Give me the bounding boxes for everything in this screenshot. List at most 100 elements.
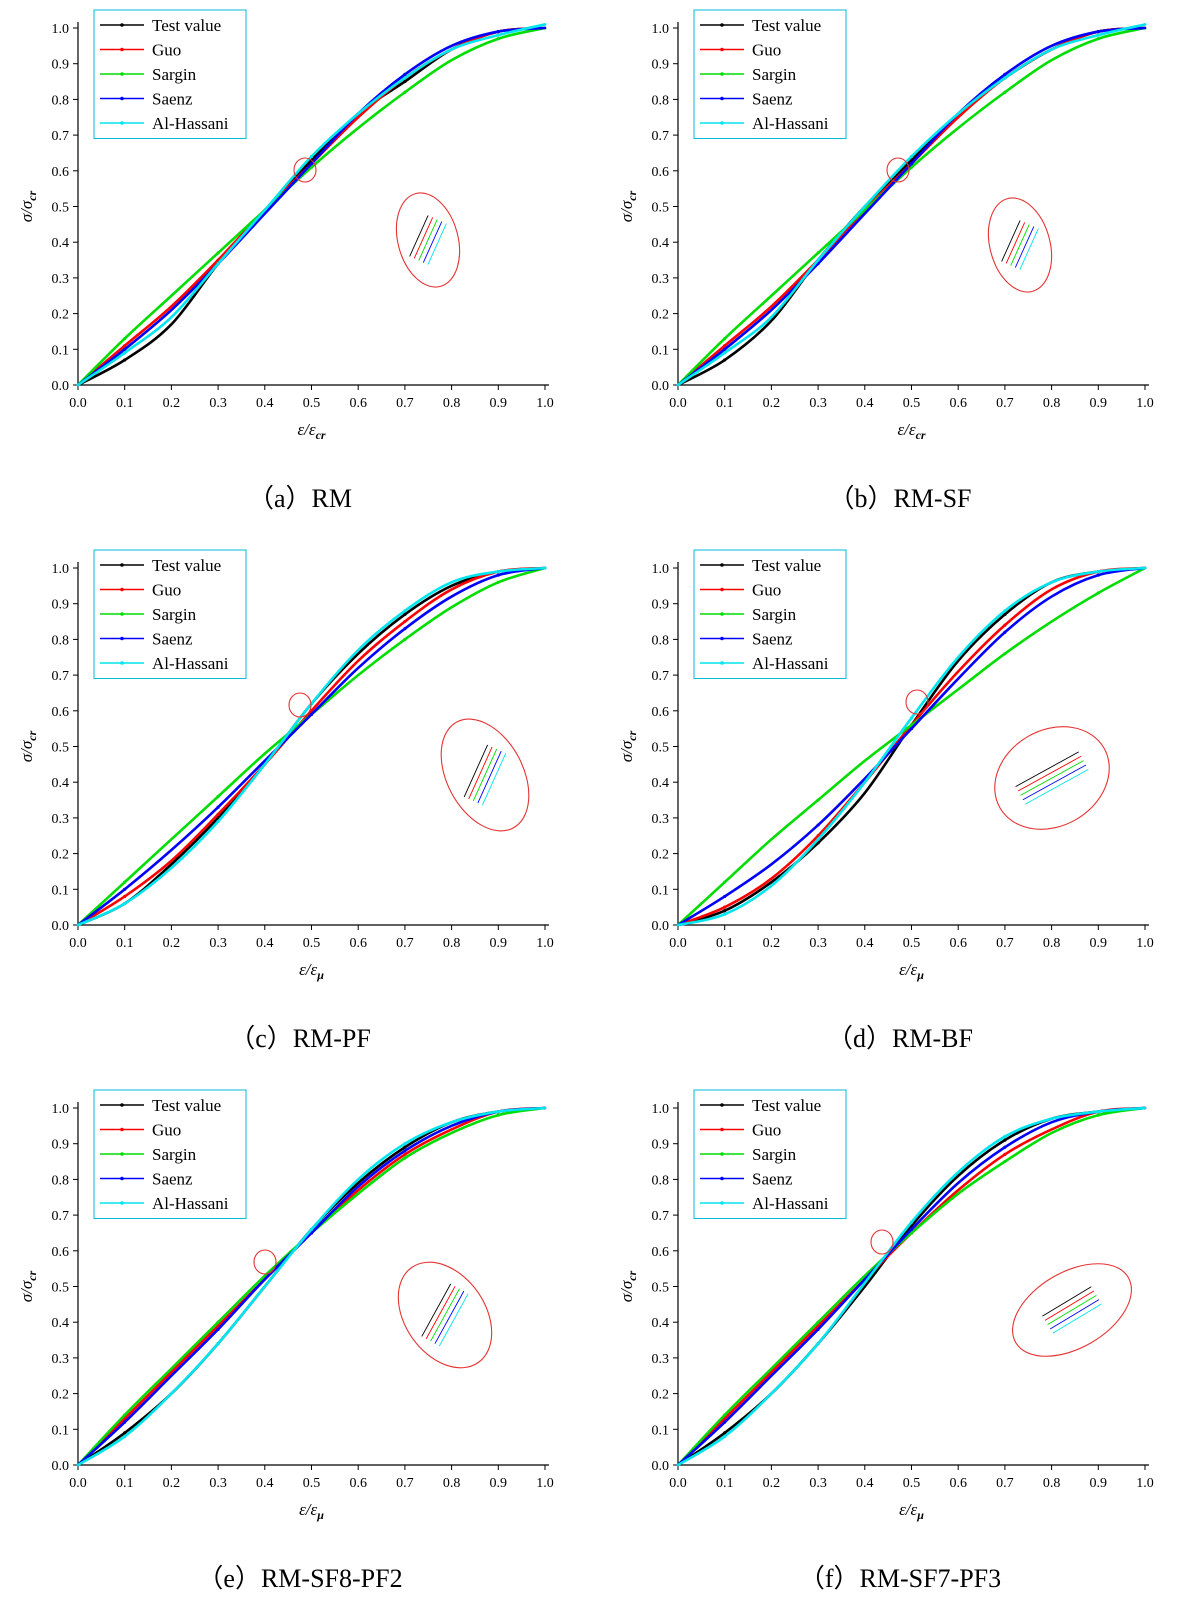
zoom-inset-line [421,1283,452,1337]
series-point [1003,72,1007,77]
series-point [1096,569,1100,574]
x-tick-label: 0.4 [856,936,874,951]
series-point [403,1152,407,1157]
y-tick-label: 0.3 [652,272,670,287]
legend-swatch-marker [120,1176,124,1181]
series-point [309,165,314,169]
y-tick-label: 0.1 [52,343,70,358]
series-point [909,716,914,720]
y-tick-label: 0.0 [652,919,670,934]
series-point [1096,1113,1100,1117]
zoom-inset-line [427,223,447,265]
legend-swatch-marker [720,47,724,52]
legend-swatch-marker [120,636,124,641]
series-point [816,251,820,255]
chart-panel-a: 0.0 0.1 0.2 0.3 0.4 0.5 0.6 0.7 0.8 0.9 1.0 0.0 0.1 0… [0,0,600,540]
y-tick-label: 0.2 [652,1388,670,1403]
x-tick-label: 0.1 [116,1476,134,1491]
y-tick-label: 1.0 [52,22,70,37]
x-tick-label: 0.0 [669,396,687,411]
series-point [1003,1138,1007,1142]
y-tick-label: 0.2 [52,308,70,323]
series-point [1003,90,1007,94]
legend: Test value Guo Sargin Saenz Al-Hassani [93,9,247,139]
x-tick-label: 0.4 [256,396,274,411]
zoom-marker-ellipse [905,689,929,715]
x-axis-label: ε/εcr [297,420,325,442]
legend-label: Guo [752,581,781,600]
legend-label: Sargin [752,605,797,624]
y-tick-label: 0.8 [652,93,670,108]
x-tick-label: 0.6 [349,1476,367,1491]
y-tick-label: 0.8 [52,633,70,648]
series-point [723,336,727,341]
y-tick-label: 0.3 [52,812,70,827]
zoom-inset-line [438,1293,469,1347]
zoom-inset-ellipse [440,718,530,832]
zoom-inset-ellipse [987,197,1053,293]
chart-panel-d: 0.0 0.1 0.2 0.3 0.4 0.5 0.6 0.7 0.8 0.9 1.0 0.0 0.1 0… [600,540,1200,1080]
y-tick-label: 0.6 [652,165,670,180]
legend-swatch-marker [120,612,124,616]
series-point [403,72,407,77]
y-tick-label: 0.6 [652,705,670,720]
y-tick-label: 0.9 [52,1138,70,1153]
x-tick-label: 0.0 [69,396,87,411]
x-tick-label: 0.8 [443,936,461,951]
series-line-saenz [76,1106,547,1467]
chart-panel-b: 0.0 0.1 0.2 0.3 0.4 0.5 0.6 0.7 0.8 0.9 1.0 0.0 0.1 0… [600,0,1200,540]
zoom-inset-line [413,217,434,259]
chart-caption: （e）RM-SF8-PF2 [197,1564,403,1593]
series-point [123,347,127,351]
legend-label: Sargin [152,605,197,624]
y-tick-label: 0.9 [52,58,70,73]
series-point [309,154,314,159]
series-group [76,1106,547,1467]
y-tick-label: 0.7 [652,669,670,684]
legend-label: Sargin [152,1145,197,1164]
zoom-inset-line [430,1288,460,1342]
zoom-marker-ellipse [870,1229,894,1255]
x-tick-label: 0.9 [490,936,508,951]
series-point [909,165,914,169]
zoom-inset-line [434,1290,465,1344]
series-point [723,1431,727,1435]
series-point [403,627,407,631]
series-point [123,887,127,891]
y-tick-label: 1.0 [652,562,670,577]
series-point [816,1327,820,1331]
series-point [816,823,820,827]
legend-swatch-marker [120,23,124,27]
series-point [723,1416,727,1421]
series-point [723,905,727,909]
series-point [1096,591,1100,595]
zoom-marker-ellipse [253,1249,277,1275]
x-axis-label: ε/εμ [299,960,324,982]
series-point [1003,76,1007,80]
chart-caption: （f）RM-SF7-PF3 [798,1564,1002,1593]
y-tick-label: 0.5 [652,201,670,216]
legend-label: Saenz [152,90,193,109]
series-point [909,727,914,731]
series-line-saenz [676,1106,1147,1467]
legend-swatch-marker [120,96,124,101]
series-point [1003,1159,1007,1164]
series-point [909,1227,914,1231]
series-point [123,358,127,362]
series-point [309,162,314,166]
x-tick-label: 0.3 [209,396,227,411]
series-point [1096,573,1100,577]
y-tick-label: 0.1 [52,1423,70,1438]
y-tick-label: 0.6 [652,1245,670,1260]
series-point [216,812,220,816]
y-tick-label: 0.4 [652,776,670,791]
series-point [723,894,727,899]
y-tick-label: 0.3 [652,1352,670,1367]
x-tick-label: 0.8 [1043,936,1061,951]
legend-swatch-marker [120,661,124,665]
x-tick-label: 0.9 [1090,396,1108,411]
y-axis-label: σ/σcr [617,190,639,222]
x-tick-label: 0.5 [903,1476,921,1491]
y-axis-label: σ/σcr [617,1270,639,1302]
series-point [496,1113,500,1117]
